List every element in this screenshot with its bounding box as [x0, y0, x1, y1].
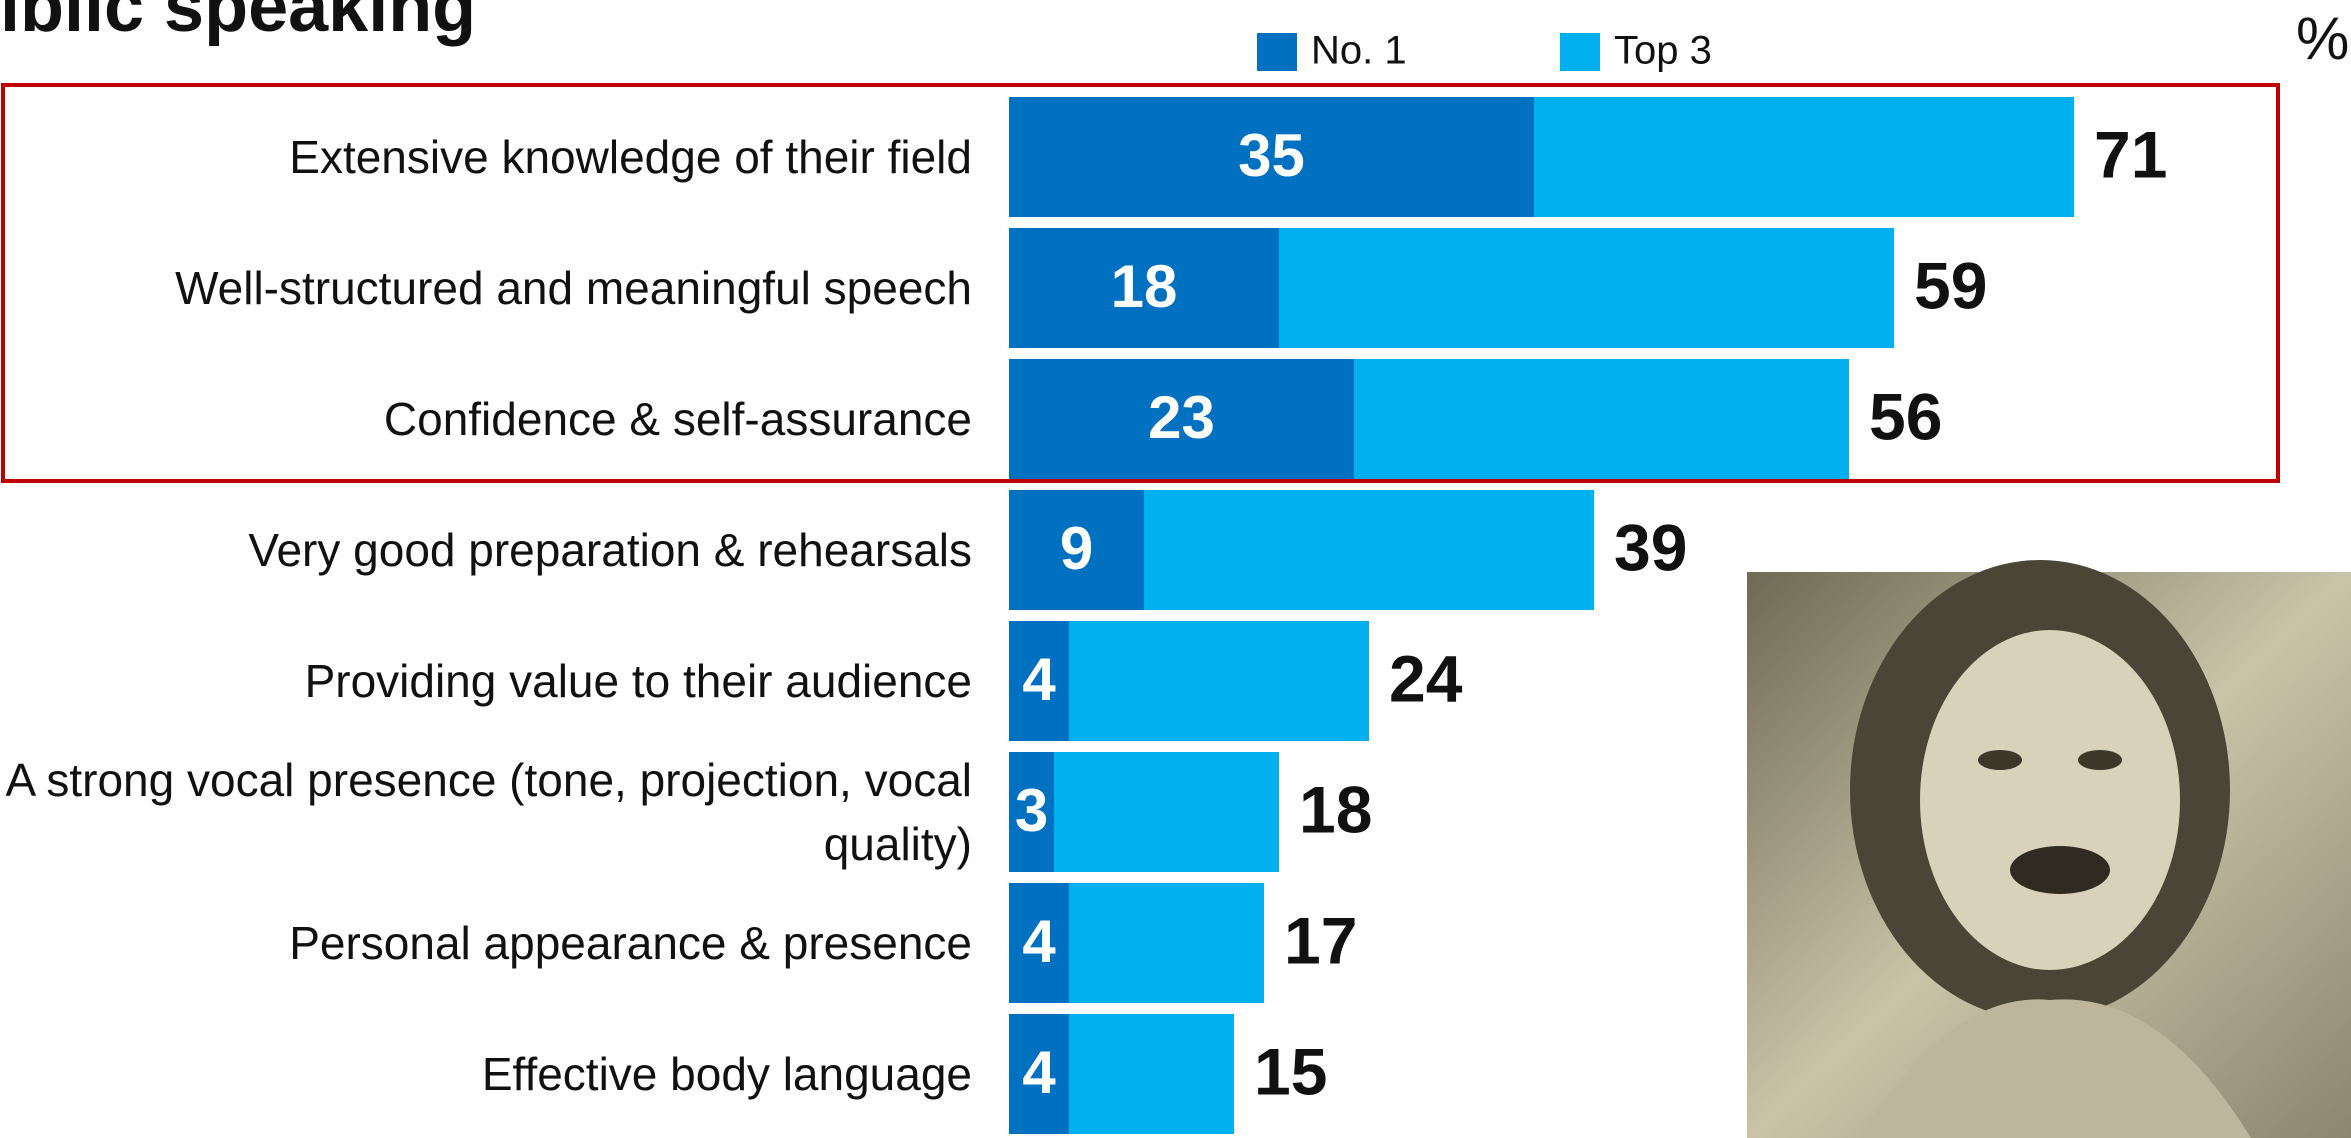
- value-label: 15: [1254, 1034, 1327, 1108]
- value-label: 35: [1238, 122, 1305, 189]
- value-label: 23: [1148, 384, 1215, 451]
- unit-label: %: [2296, 5, 2350, 72]
- bar: [1009, 621, 1069, 741]
- category-label: Effective body language: [481, 1047, 972, 1100]
- legend-label: No. 1: [1311, 29, 1407, 73]
- legend-label: Top 3: [1614, 29, 1712, 73]
- value-label: 4: [1022, 646, 1056, 713]
- category-label: Confidence & self-assurance: [383, 392, 972, 445]
- value-label: 9: [1060, 515, 1093, 582]
- bar: [1009, 490, 1144, 610]
- bar: [1009, 359, 1354, 479]
- value-label: 3: [1015, 777, 1048, 844]
- value-label: 71: [2094, 117, 2167, 191]
- value-label: 59: [1914, 248, 1987, 322]
- chart-title: iblic speaking: [0, 0, 477, 47]
- value-label: 17: [1284, 903, 1357, 977]
- legend-swatch: [1560, 33, 1600, 71]
- value-label: 56: [1869, 379, 1942, 453]
- value-label: 24: [1389, 641, 1463, 715]
- category-label: Very good preparation & rehearsals: [248, 523, 972, 576]
- legend-swatch: [1257, 33, 1297, 71]
- value-label: 39: [1614, 510, 1687, 584]
- highlight-box: [1, 83, 2280, 483]
- value-label: 4: [1022, 908, 1056, 975]
- bar: [1009, 1014, 1069, 1134]
- bar: [1009, 228, 1279, 348]
- category-label: Providing value to their audience: [304, 654, 972, 707]
- value-label: 18: [1111, 253, 1178, 320]
- value-label: 18: [1299, 772, 1372, 846]
- bar: [1009, 883, 1069, 1003]
- category-label: Well-structured and meaningful speech: [175, 261, 972, 314]
- value-label: 4: [1022, 1039, 1056, 1106]
- photo: [1747, 560, 2351, 1138]
- bar: [1009, 752, 1054, 872]
- category-label: Personal appearance & presence: [289, 916, 972, 969]
- category-label: A strong vocal presence (tone, projectio…: [5, 753, 972, 870]
- category-label: Extensive knowledge of their field: [289, 130, 972, 183]
- bar: [1009, 97, 1534, 217]
